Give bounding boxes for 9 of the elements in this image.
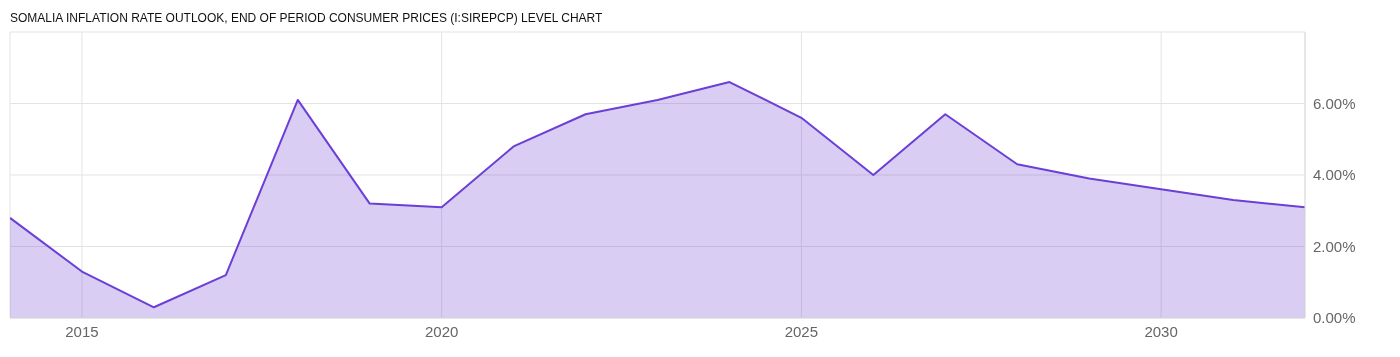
x-tick-label: 2030 <box>1144 322 1178 340</box>
y-tick-label: 0.00% <box>1313 309 1356 327</box>
y-tick-label: 4.00% <box>1313 166 1356 184</box>
chart-title: SOMALIA INFLATION RATE OUTLOOK, END OF PERIOD CONSUMER PRICES (I:SIREPCP) LEVEL CHART <box>9 10 604 27</box>
y-tick-label: 2.00% <box>1313 237 1356 255</box>
x-tick-label: 2015 <box>65 322 99 340</box>
x-tick-label: 2025 <box>784 322 819 340</box>
x-tick-label: 2020 <box>424 322 459 340</box>
y-tick-label: 6.00% <box>1313 94 1356 112</box>
